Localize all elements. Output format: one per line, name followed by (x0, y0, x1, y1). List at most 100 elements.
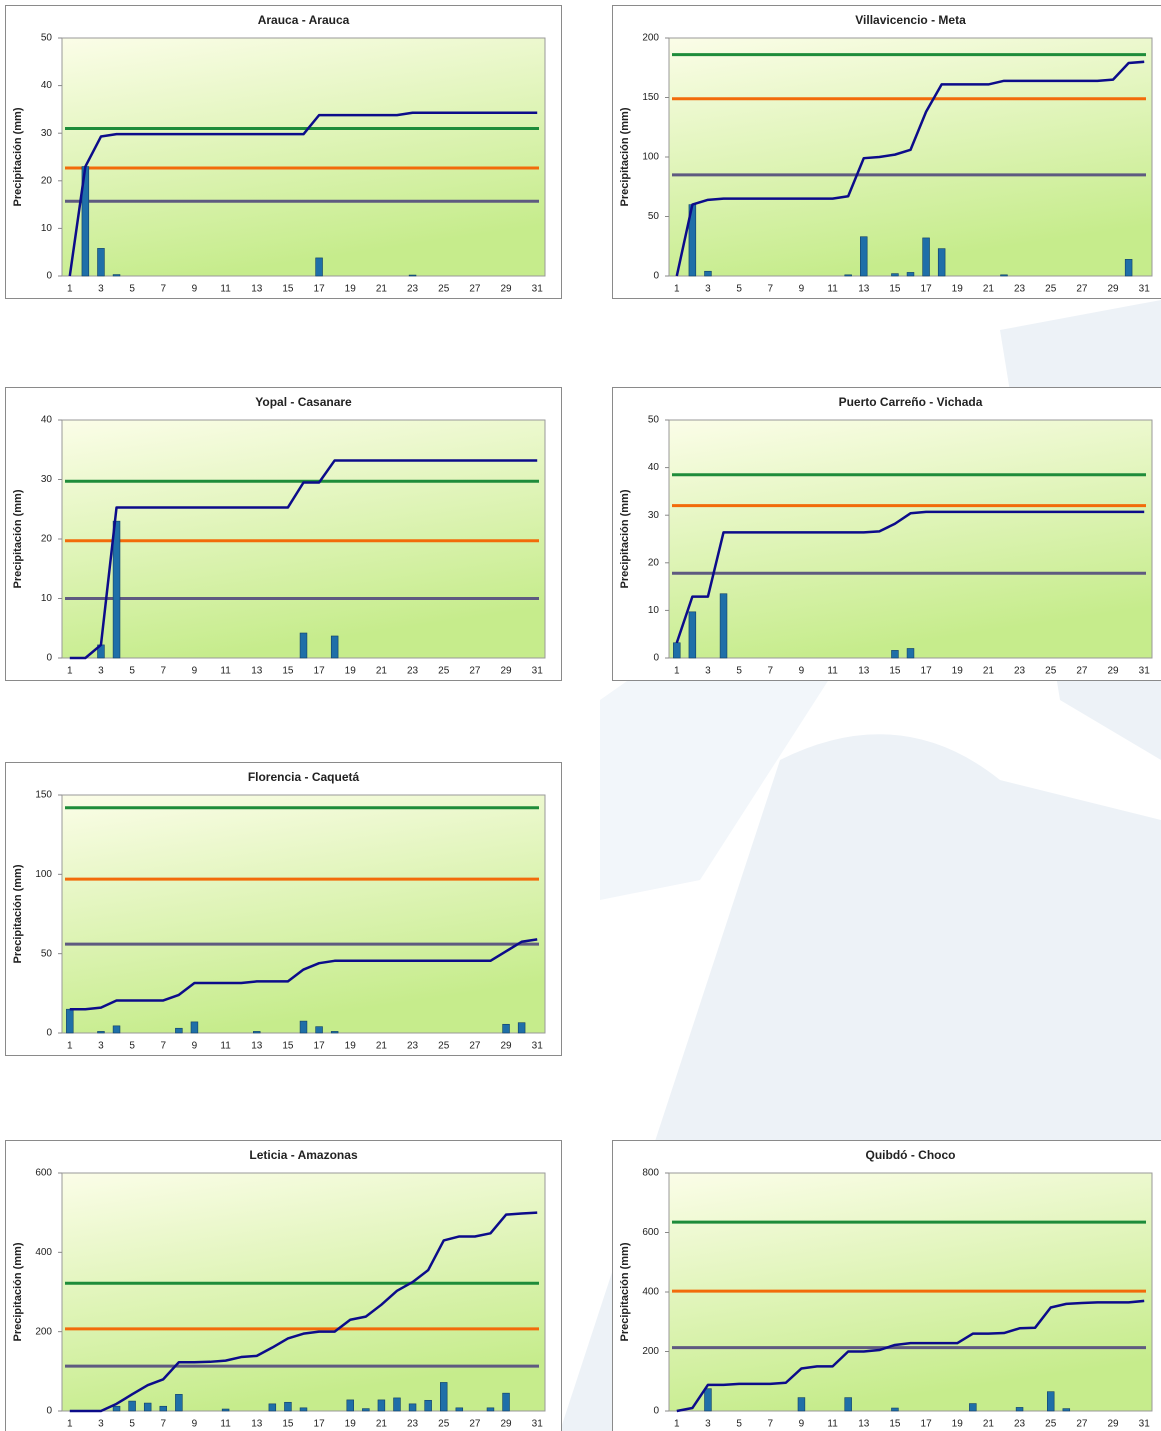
x-tick-label: 5 (129, 1419, 135, 1430)
x-tick-label: 23 (407, 1041, 419, 1052)
x-tick-label: 7 (160, 1419, 166, 1430)
bar (1046, 1391, 1055, 1412)
y-tick-label: 0 (46, 1406, 52, 1417)
y-axis-label: Precipitación (mm) (619, 1242, 631, 1341)
x-tick-label: 23 (1014, 284, 1026, 295)
bar (112, 520, 121, 659)
x-tick-label: 27 (469, 1041, 481, 1052)
x-tick-label: 13 (251, 284, 263, 295)
bar (969, 1403, 977, 1412)
x-tick-label: 25 (438, 666, 450, 677)
y-tick-label: 10 (41, 223, 53, 234)
x-tick-label: 11 (220, 1041, 231, 1052)
x-tick-label: 25 (438, 1041, 450, 1052)
bar (128, 1400, 136, 1412)
x-tick-label: 17 (314, 284, 326, 295)
x-tick-label: 13 (251, 666, 263, 677)
x-tick-label: 19 (952, 1419, 964, 1430)
bar (408, 274, 417, 277)
bar (159, 1405, 168, 1412)
x-tick-label: 11 (827, 666, 838, 677)
x-tick-label: 9 (192, 284, 198, 295)
x-tick-label: 17 (314, 1419, 326, 1430)
x-tick-label: 25 (438, 1419, 450, 1430)
bar (860, 236, 868, 277)
x-tick-label: 7 (767, 666, 773, 677)
x-tick-label: 21 (983, 666, 995, 677)
y-axis-label: Precipitación (mm) (619, 489, 631, 588)
x-tick-label: 29 (500, 1419, 512, 1430)
y-tick-label: 200 (35, 1326, 52, 1337)
bar (1062, 1408, 1071, 1412)
plot-area (668, 419, 1153, 659)
y-tick-label: 20 (41, 534, 53, 545)
plot-area (668, 37, 1153, 277)
y-axis-label: Precipitación (mm) (12, 489, 24, 588)
cumulative-line (69, 938, 538, 1011)
x-tick-label: 7 (767, 284, 773, 295)
x-tick-label: 5 (129, 666, 135, 677)
bar (891, 1407, 899, 1412)
x-tick-label: 1 (674, 666, 680, 677)
x-tick-label: 17 (921, 1419, 933, 1430)
x-tick-label: 27 (469, 666, 481, 677)
y-tick-label: 10 (648, 605, 660, 616)
bar (112, 1405, 121, 1412)
bar (299, 1020, 308, 1034)
bar (221, 1408, 230, 1412)
bar (190, 1021, 199, 1034)
bar (844, 1397, 852, 1412)
x-tick-label: 29 (1107, 1419, 1119, 1430)
x-tick-label: 21 (376, 1419, 388, 1430)
bar (922, 237, 930, 277)
x-tick-label: 15 (282, 666, 294, 677)
chart-title: Puerto Carreño - Vichada (839, 395, 983, 409)
x-tick-label: 5 (129, 1041, 135, 1052)
x-tick-label: 13 (858, 284, 870, 295)
y-tick-label: 0 (653, 653, 659, 664)
bar (253, 1031, 261, 1034)
x-tick-label: 13 (251, 1041, 263, 1052)
x-tick-label: 3 (705, 284, 711, 295)
bar (143, 1402, 152, 1412)
x-tick-label: 5 (129, 284, 135, 295)
plot-area (61, 37, 546, 277)
chart-title: Yopal - Casanare (255, 395, 352, 409)
chart: Florencia - Caquetá Precipitación (mm) 0 50… (5, 762, 562, 1056)
x-tick-label: 11 (220, 284, 231, 295)
cumulative-line (69, 459, 538, 660)
x-tick-label: 31 (1139, 284, 1151, 295)
bar (268, 1403, 277, 1412)
x-tick-label: 27 (469, 1419, 481, 1430)
y-axis-label: Precipitación (mm) (619, 107, 631, 206)
bar (424, 1399, 432, 1412)
x-tick-label: 21 (983, 284, 995, 295)
x-tick-label: 19 (952, 284, 964, 295)
chart-title: Quibdó - Choco (866, 1148, 956, 1162)
x-tick-label: 29 (500, 666, 512, 677)
x-tick-label: 31 (1139, 666, 1151, 677)
bar (66, 1008, 74, 1034)
y-tick-label: 50 (41, 33, 53, 44)
bar (891, 650, 899, 659)
y-tick-label: 150 (35, 790, 52, 801)
x-tick-label: 23 (407, 284, 419, 295)
x-tick-label: 5 (736, 284, 742, 295)
bar (704, 1388, 712, 1412)
x-tick-label: 21 (376, 284, 388, 295)
x-tick-label: 9 (799, 284, 805, 295)
y-tick-label: 0 (46, 271, 52, 282)
bar (112, 1025, 121, 1034)
x-tick-label: 31 (532, 1041, 544, 1052)
y-tick-label: 600 (35, 1168, 52, 1179)
bar (175, 1027, 183, 1034)
cumulative-line (675, 510, 1145, 644)
x-tick-label: 11 (827, 284, 838, 295)
chart-title: Florencia - Caquetá (248, 770, 360, 784)
bar (502, 1392, 510, 1412)
y-axis-label: Precipitación (mm) (12, 864, 24, 963)
y-tick-label: 800 (642, 1168, 659, 1179)
x-tick-label: 25 (438, 284, 450, 295)
x-tick-label: 1 (674, 284, 680, 295)
